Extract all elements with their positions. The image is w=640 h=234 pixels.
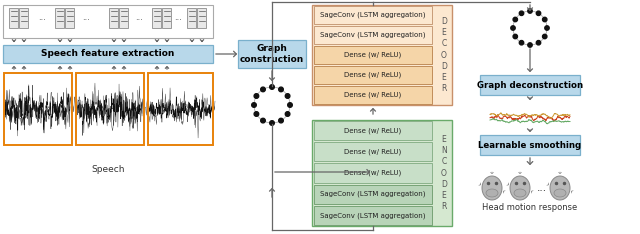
Text: E
N
C
O
D
E
R: E N C O D E R [441, 135, 447, 211]
Bar [162, 8, 171, 28]
Text: Learnable smoothing: Learnable smoothing [479, 140, 582, 150]
Circle shape [252, 103, 256, 107]
Text: Dense (w/ ReLU): Dense (w/ ReLU) [344, 127, 402, 134]
Text: ...: ... [82, 14, 90, 22]
Bar [4, 73, 72, 145]
Text: Graph
construction: Graph construction [240, 44, 304, 64]
Text: Graph deconstruction: Graph deconstruction [477, 80, 583, 89]
Bar [314, 185, 432, 204]
Bar [65, 8, 74, 28]
Bar [480, 75, 580, 95]
Bar [148, 73, 213, 145]
Bar [312, 120, 452, 226]
Bar [152, 8, 161, 28]
Circle shape [528, 43, 532, 47]
Bar [314, 206, 432, 225]
Bar [55, 8, 64, 28]
Bar [314, 142, 432, 161]
Text: Dense (w/ ReLU): Dense (w/ ReLU) [344, 170, 402, 176]
Circle shape [513, 17, 518, 22]
Bar [187, 8, 196, 28]
Bar [119, 8, 128, 28]
Circle shape [269, 121, 275, 125]
Bar [314, 6, 432, 24]
Text: SageConv (LSTM aggregation): SageConv (LSTM aggregation) [320, 212, 426, 219]
Circle shape [519, 11, 524, 15]
Circle shape [254, 112, 259, 116]
Bar [314, 163, 432, 183]
Bar [314, 86, 432, 104]
Bar [9, 8, 18, 28]
Text: SageConv (LSTM aggregation): SageConv (LSTM aggregation) [320, 12, 426, 18]
Bar [238, 40, 306, 68]
Circle shape [536, 40, 541, 45]
Circle shape [511, 26, 515, 30]
Circle shape [278, 118, 284, 123]
Text: ...: ... [135, 14, 143, 22]
Ellipse shape [514, 189, 526, 197]
Circle shape [288, 103, 292, 107]
Text: ...: ... [38, 14, 46, 22]
Circle shape [285, 112, 290, 116]
Circle shape [543, 34, 547, 39]
Text: Dense (w/ ReLU): Dense (w/ ReLU) [344, 52, 402, 58]
Bar [109, 8, 118, 28]
Circle shape [260, 118, 266, 123]
Bar [3, 45, 213, 63]
Circle shape [528, 9, 532, 13]
Text: ...: ... [174, 14, 182, 22]
Ellipse shape [554, 189, 566, 197]
Circle shape [269, 85, 275, 89]
Bar [76, 73, 144, 145]
Circle shape [513, 34, 518, 39]
Text: Dense (w/ ReLU): Dense (w/ ReLU) [344, 149, 402, 155]
Bar [312, 5, 452, 105]
Circle shape [278, 87, 284, 92]
Ellipse shape [510, 176, 530, 200]
Text: D
E
C
O
D
E
R: D E C O D E R [441, 17, 447, 93]
Text: SageConv (LSTM aggregation): SageConv (LSTM aggregation) [320, 32, 426, 38]
Ellipse shape [486, 189, 498, 197]
Circle shape [519, 40, 524, 45]
Bar [314, 66, 432, 84]
Text: Head motion response: Head motion response [483, 202, 578, 212]
Bar [480, 135, 580, 155]
Circle shape [260, 87, 266, 92]
Bar [3, 5, 213, 38]
Bar [314, 121, 432, 140]
Bar [19, 8, 28, 28]
Circle shape [536, 11, 541, 15]
Bar [314, 46, 432, 64]
Circle shape [543, 17, 547, 22]
Text: Speech: Speech [92, 165, 125, 175]
Text: ...: ... [537, 183, 547, 193]
Circle shape [545, 26, 549, 30]
Bar [197, 8, 206, 28]
Text: Dense (w/ ReLU): Dense (w/ ReLU) [344, 92, 402, 98]
Text: SageConv (LSTM aggregation): SageConv (LSTM aggregation) [320, 191, 426, 197]
Ellipse shape [550, 176, 570, 200]
Bar [314, 26, 432, 44]
Circle shape [285, 94, 290, 98]
Text: Speech feature extraction: Speech feature extraction [42, 50, 175, 58]
Text: Dense (w/ ReLU): Dense (w/ ReLU) [344, 72, 402, 78]
Circle shape [254, 94, 259, 98]
Ellipse shape [482, 176, 502, 200]
